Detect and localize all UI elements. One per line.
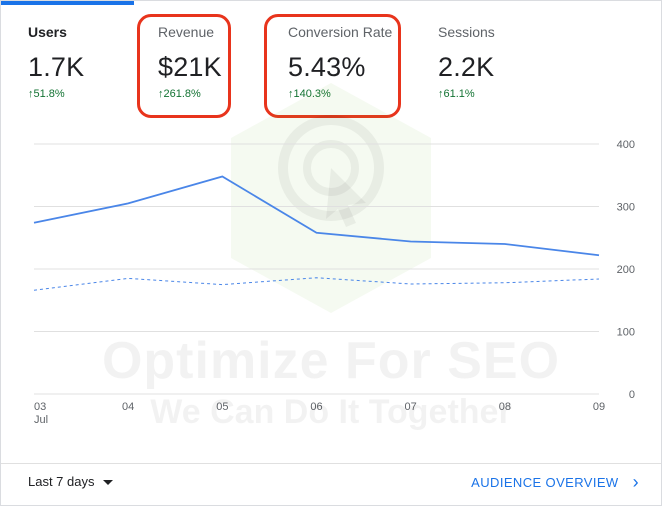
x-tick-label: 09	[593, 401, 605, 413]
metric-delta: ↑61.1%	[438, 88, 495, 101]
metric-value: 2.2K	[438, 52, 495, 82]
y-tick-label: 400	[617, 139, 635, 151]
x-tick-label: 07	[405, 401, 417, 413]
metric-tab-conversion-rate[interactable]: Conversion Rate 5.43% ↑140.3%	[288, 23, 392, 101]
metric-tab-users[interactable]: Users 1.7K ↑51.8%	[28, 23, 84, 101]
metric-label: Sessions	[438, 24, 495, 40]
chevron-right-icon: ›	[632, 472, 639, 492]
metric-label: Users	[28, 24, 67, 40]
x-tick-label: 04	[122, 401, 134, 413]
date-range-dropdown[interactable]: Last 7 days	[28, 474, 113, 489]
metric-label: Conversion Rate	[288, 24, 393, 40]
metric-delta-value: 51.8%	[33, 88, 65, 100]
x-tick-label: 03	[34, 401, 46, 413]
audience-overview-label: AUDIENCE OVERVIEW	[471, 475, 619, 490]
y-tick-label: 100	[617, 327, 635, 339]
metric-value: $21K	[158, 52, 222, 82]
line-chart: 0 100 200 300 400 03 04 05 06 07 08 09 Jul	[33, 139, 635, 426]
caret-down-icon	[102, 479, 113, 485]
audience-overview-link[interactable]: AUDIENCE OVERVIEW ›	[471, 472, 639, 492]
y-tick-label: 0	[629, 389, 635, 401]
metric-delta-value: 61.1%	[443, 88, 475, 100]
revenue-highlight-box	[137, 14, 231, 118]
y-tick-label: 200	[617, 264, 635, 276]
card-footer: Last 7 days AUDIENCE OVERVIEW ›	[1, 463, 661, 506]
arrow-up-icon: ↑	[158, 88, 164, 100]
arrow-up-icon: ↑	[438, 88, 444, 100]
conversion-highlight-box	[264, 14, 401, 118]
x-sublabel: Jul	[34, 414, 48, 426]
date-range-label: Last 7 days	[28, 474, 95, 489]
x-tick-label: 05	[216, 401, 228, 413]
arrow-up-icon: ↑	[28, 88, 34, 100]
arrow-up-icon: ↑	[288, 88, 294, 100]
x-tick-label: 08	[499, 401, 511, 413]
metric-label: Revenue	[158, 24, 215, 40]
metric-value: 1.7K	[28, 52, 85, 82]
metric-delta: ↑51.8%	[28, 88, 84, 101]
metric-delta-value: 140.3%	[293, 88, 331, 100]
active-tab-indicator	[1, 1, 134, 5]
series-line-solid	[33, 175, 600, 257]
y-tick-label: 300	[617, 202, 635, 214]
metric-tab-revenue[interactable]: Revenue $21K ↑261.8%	[158, 23, 222, 101]
metric-delta: ↑140.3%	[288, 88, 392, 101]
metric-delta: ↑261.8%	[158, 88, 222, 101]
metric-delta-value: 261.8%	[163, 88, 201, 100]
series-line-dashed	[33, 277, 600, 291]
x-tick-label: 06	[310, 401, 322, 413]
metric-value: 5.43%	[288, 52, 366, 82]
metric-tab-sessions[interactable]: Sessions 2.2K ↑61.1%	[438, 23, 495, 101]
